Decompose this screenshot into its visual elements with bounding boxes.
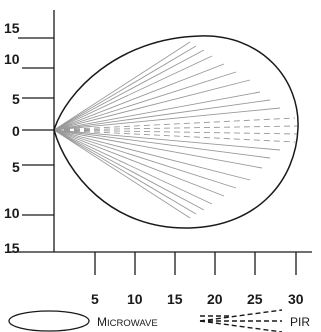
pir-ray	[53, 129, 299, 135]
x-tick-label: 20	[207, 291, 223, 307]
x-tick-label: 5	[91, 291, 99, 307]
pir-ray	[53, 129, 225, 197]
x-tick-label: 25	[247, 291, 263, 307]
x-tick-label: 10	[127, 291, 143, 307]
pir-ray	[53, 129, 296, 143]
pir-ray	[53, 117, 296, 131]
pir-ray	[53, 129, 205, 211]
y-tick-label: 10	[4, 205, 20, 221]
x-tick-label: 30	[288, 291, 304, 307]
pir-ray	[53, 63, 225, 131]
y-tick-label: 15	[4, 240, 20, 256]
pir-ray	[53, 55, 213, 131]
microwave-legend-symbol	[8, 310, 90, 332]
pir-ray	[53, 41, 191, 131]
microwave-coverage-outline	[53, 35, 299, 229]
pir-ray	[53, 129, 263, 169]
pir-coverage-rays	[53, 41, 299, 219]
y-tick-label: 5	[12, 91, 20, 107]
pir-ray	[53, 45, 197, 131]
pir-ray	[53, 129, 237, 189]
x-tick-label: 15	[167, 291, 183, 307]
pir-ray	[53, 129, 271, 159]
pir-ray	[53, 71, 237, 131]
pir-ray	[53, 129, 197, 215]
pir-ray	[53, 125, 299, 131]
y-axis	[18, 10, 55, 252]
pir-ray	[53, 99, 271, 131]
y-tick-label: 10	[4, 51, 20, 67]
x-axis	[8, 251, 312, 275]
microwave-legend-label: MICROWAVE	[97, 315, 158, 329]
pir-ray	[53, 91, 261, 131]
pir-ray	[53, 49, 205, 131]
pir-legend-label: PIR	[290, 315, 310, 329]
pir-ray	[53, 79, 251, 131]
pir-ray	[53, 129, 191, 219]
pir-ray	[53, 129, 251, 181]
y-tick-label: 0	[12, 123, 20, 139]
pir-ray	[53, 129, 281, 151]
y-tick-label: 5	[12, 159, 20, 175]
pir-ray	[53, 129, 213, 205]
pir-ray	[53, 107, 281, 131]
y-tick-label: 15	[4, 20, 20, 36]
pir-legend-symbol	[199, 309, 283, 332]
